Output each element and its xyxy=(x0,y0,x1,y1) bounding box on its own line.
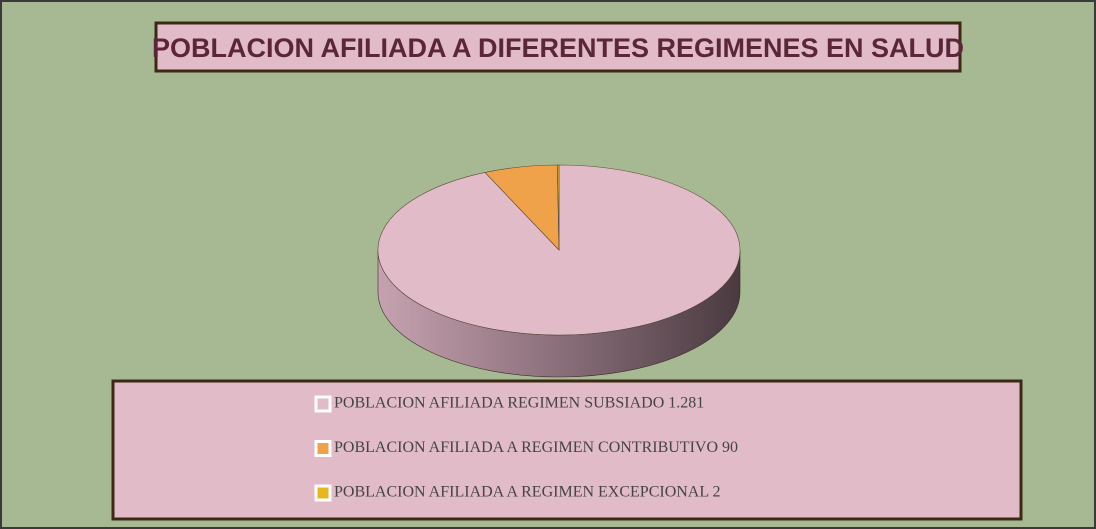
pie-slice xyxy=(557,164,560,251)
legend-label: POBLACION AFILIADA REGIMEN SUBSIADO 1.28… xyxy=(334,395,704,412)
legend: POBLACION AFILIADA REGIMEN SUBSIADO 1.28… xyxy=(314,395,738,502)
legend-marker xyxy=(314,395,332,413)
legend-label: POBLACION AFILIADA A REGIMEN CONTRIBUTIV… xyxy=(334,439,738,456)
legend-box xyxy=(111,379,1023,521)
title-box xyxy=(154,21,962,73)
chart-title: POBLACION AFILIADA A DIFERENTES REGIMENE… xyxy=(152,33,964,63)
pie xyxy=(377,164,741,378)
legend-marker xyxy=(314,484,332,502)
legend-marker xyxy=(314,440,332,457)
legend-label: POBLACION AFILIADA A REGIMEN EXCEPCIONAL… xyxy=(334,484,721,501)
